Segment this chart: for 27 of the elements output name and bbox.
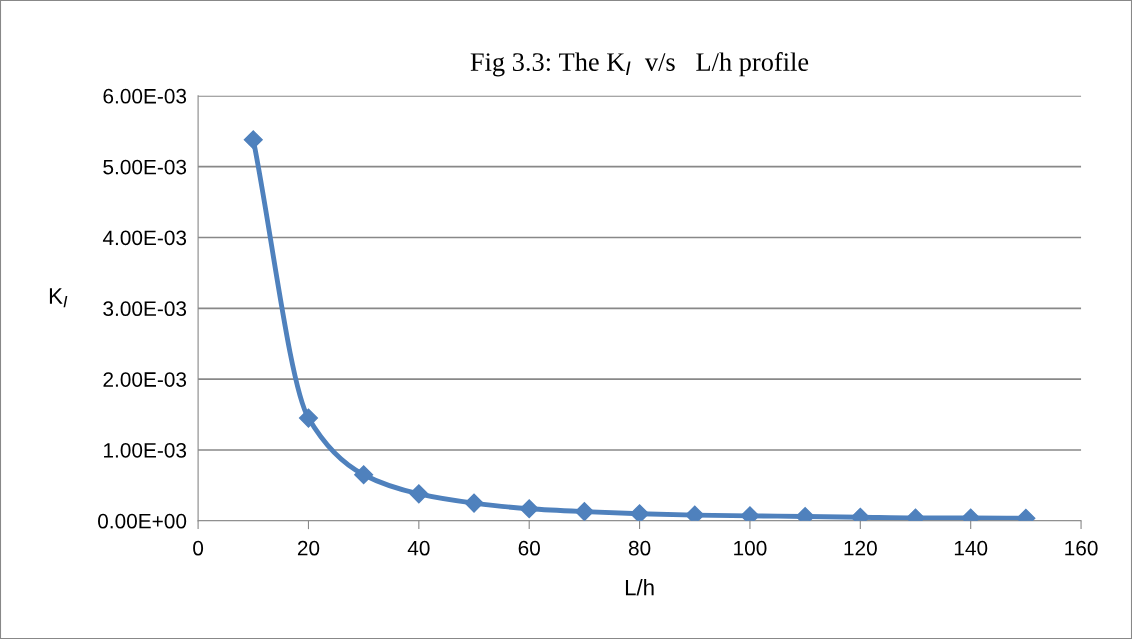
y-tick-label: 2.00E-03 — [103, 372, 187, 387]
point — [243, 130, 263, 150]
x-tick-label: 140 — [954, 540, 988, 556]
y-axis-title: K$_{I}$ — [49, 288, 68, 308]
x-tick-label: 0 — [193, 540, 204, 556]
point — [298, 408, 319, 428]
point — [464, 493, 484, 513]
y-tick-label: 4.00E-03 — [102, 230, 187, 246]
y-tick-label: 3.00E-03 — [103, 301, 187, 317]
point — [685, 505, 705, 521]
x-tick-label: 60 — [518, 540, 540, 556]
point — [574, 502, 594, 521]
point — [354, 465, 374, 485]
x-tick-label: 20 — [297, 540, 320, 556]
x-tick-label: 100 — [734, 540, 767, 556]
point — [630, 504, 650, 521]
x-tick-label: 120 — [844, 540, 877, 556]
y-tick-label: 5.00E-03 — [103, 159, 187, 175]
x-axis-title: L/h — [625, 579, 654, 596]
chart-title: Fig 3.3: The K$_{I}$ v/s L/h profile — [470, 52, 809, 77]
x-tick-label: 40 — [407, 540, 430, 556]
x-tick-label: 160 — [1065, 540, 1098, 556]
y-tick-label: 1.00E-03 — [104, 442, 187, 458]
point — [409, 484, 429, 504]
y-tick-label: 0.00E+00 — [98, 513, 187, 529]
x-tick-label: 80 — [628, 540, 651, 556]
y-tick-label: 6.00E-03 — [103, 88, 187, 104]
